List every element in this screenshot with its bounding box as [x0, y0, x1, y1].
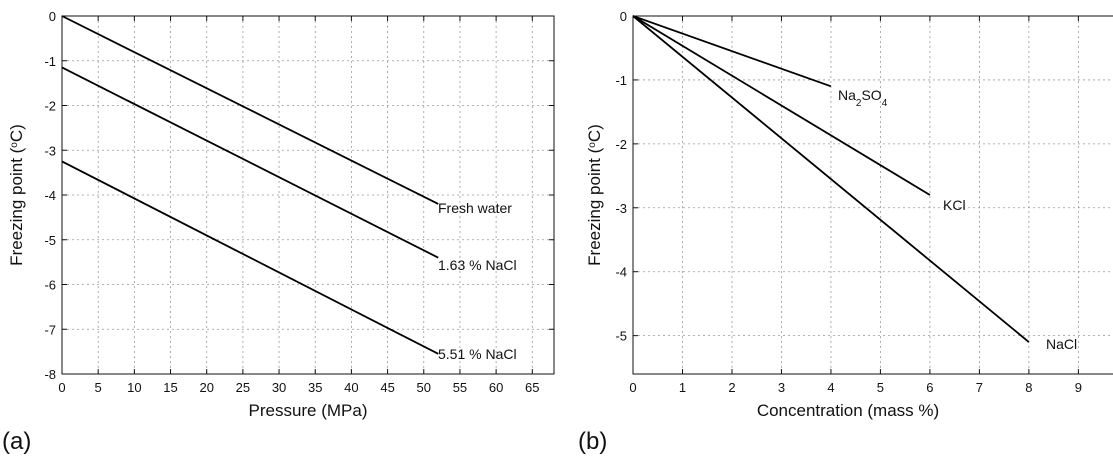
series-label-kcl: KCl	[943, 197, 966, 213]
y-tick-label: -2	[615, 137, 627, 152]
chart-panel-b: 0 1 2 3 4 5 6 7 8 9 0 -1 -2 -3 -4 -5 Concentration (mass…	[585, 9, 1113, 420]
x-tick-label: 5	[95, 380, 102, 395]
x-axis-label: Pressure (MPa)	[248, 401, 367, 420]
y-tick-label: 0	[49, 9, 56, 24]
x-tick-label: 40	[344, 380, 358, 395]
y-axis-label: Freezing point (oC)	[7, 124, 26, 266]
x-tick-label: 0	[58, 380, 65, 395]
x-tick-label: 7	[976, 380, 983, 395]
x-tick-label: 9	[1075, 380, 1082, 395]
x-tick-label: 65	[525, 380, 539, 395]
x-tick-label: 1	[679, 380, 686, 395]
y-tick-label: -5	[44, 233, 56, 248]
x-tick-label: 60	[489, 380, 503, 395]
x-tick-label: 30	[272, 380, 286, 395]
x-tick-label: 4	[827, 380, 834, 395]
x-tick-label: 35	[308, 380, 322, 395]
x-tick-label: 45	[380, 380, 394, 395]
series-line-1-63-nacl	[61, 66, 439, 259]
series-line-kcl	[632, 15, 931, 196]
y-tick-label: -5	[615, 329, 627, 344]
series-label-na2so4: Na2SO4	[838, 87, 888, 109]
x-tick-label: 5	[877, 380, 884, 395]
series-line-5-51-nacl	[61, 160, 439, 355]
y-tick-label: -1	[44, 54, 56, 69]
series-label-fresh-water: Fresh water	[438, 200, 512, 216]
y-axis-label: Freezing point (oC)	[585, 124, 604, 266]
y-tick-label: -3	[615, 201, 627, 216]
y-tick-label: -3	[44, 143, 56, 158]
x-tick-label: 8	[1025, 380, 1032, 395]
y-tick-label: -2	[44, 99, 56, 114]
x-axis-label: Concentration (mass %)	[757, 401, 939, 420]
x-tick-label: 2	[728, 380, 735, 395]
y-tick-label: -8	[44, 367, 56, 382]
y-tick-label: -1	[615, 73, 627, 88]
x-tick-label: 15	[163, 380, 177, 395]
x-tick-label: 0	[629, 380, 636, 395]
x-tick-label: 6	[926, 380, 933, 395]
series-label-nacl: NaCl	[1046, 336, 1077, 352]
chart-panel-a: 0 5 10 15 20 25 30 35 40 45 50 55 60 65 0 -1 -2 -3 -4 -5 -6 -…	[7, 9, 555, 420]
x-tick-label: 50	[417, 380, 431, 395]
series-label-5-51-nacl: 5.51 % NaCl	[438, 346, 517, 362]
y-tick-label: 0	[620, 9, 627, 24]
y-tick-label: -6	[44, 278, 56, 293]
x-tick-label: 25	[236, 380, 250, 395]
panel-label-a: (a)	[2, 428, 32, 455]
plot-frame	[632, 15, 1113, 375]
series-label-1-63-nacl: 1.63 % NaCl	[438, 257, 517, 273]
x-tick-label: 10	[127, 380, 141, 395]
y-tick-label: -4	[615, 265, 627, 280]
y-tick-label: -7	[44, 322, 56, 337]
y-tick-label: -4	[44, 188, 56, 203]
x-tick-label: 20	[199, 380, 213, 395]
series-line-nacl	[632, 15, 1030, 343]
panel-label-b: (b)	[578, 428, 608, 455]
x-tick-label: 55	[453, 380, 467, 395]
series-line-fresh-water	[61, 15, 439, 205]
x-tick-label: 3	[778, 380, 785, 395]
series-line-na2so4	[632, 15, 832, 88]
